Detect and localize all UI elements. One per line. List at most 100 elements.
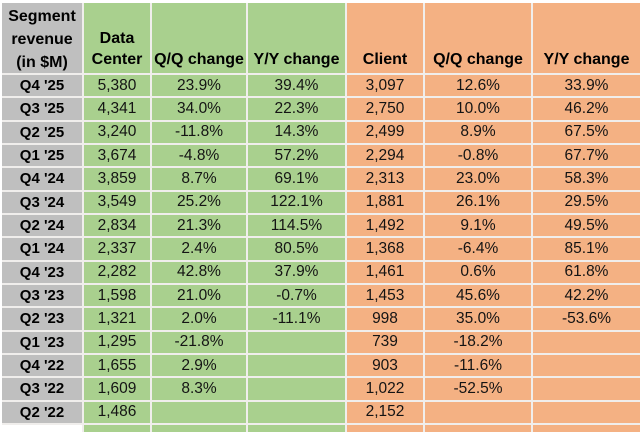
cell-client-qq-change[interactable]: 0.6% (425, 261, 533, 285)
cell-client-yy-change[interactable]: 58.3% (533, 168, 640, 192)
cell-data-center-revenue[interactable]: 1,609 (84, 378, 152, 402)
row-label-quarter[interactable]: Q2 '24 (2, 214, 84, 239)
cell-data-center-qq-change[interactable]: 2.4% (152, 238, 248, 262)
row-label-quarter[interactable]: Q4 '24 (2, 168, 84, 192)
cell-client-yy-change[interactable] (533, 354, 640, 379)
cell-data-center-revenue[interactable]: 3,859 (84, 168, 152, 192)
cell-client-qq-change[interactable] (425, 401, 533, 425)
cell-data-center-yy-change[interactable] (248, 401, 347, 425)
cell-data-center-qq-change[interactable]: 8.7% (152, 168, 248, 192)
cell-client-yy-change[interactable]: 67.5% (533, 121, 640, 145)
cell-data-center-qq-change[interactable]: -21.8% (152, 331, 248, 355)
cell-client-qq-change[interactable]: -0.8% (425, 144, 533, 169)
cell-data-center-qq-change[interactable]: 2.9% (152, 354, 248, 379)
cell-client-revenue[interactable]: 2,152 (347, 401, 425, 425)
cell-data-center-yy-change[interactable]: 39.4% (248, 75, 347, 99)
header-data-center-qq-change[interactable]: Q/Q change (152, 3, 248, 75)
cell-client-yy-change[interactable] (533, 331, 640, 355)
cell-data-center-revenue[interactable]: 1,295 (84, 331, 152, 355)
cell-client-yy-change[interactable]: 29.5% (533, 191, 640, 215)
cell-client-qq-change[interactable]: -52.5% (425, 378, 533, 402)
row-label-quarter[interactable]: Q1 '25 (2, 144, 84, 169)
cell-client-revenue[interactable]: 1,368 (347, 238, 425, 262)
cell-data-center-revenue[interactable]: 2,834 (84, 214, 152, 239)
cell-data-center-qq-change[interactable]: 21.0% (152, 284, 248, 309)
cell-data-center-yy-change[interactable]: 69.1% (248, 168, 347, 192)
cell-data-center-yy-change[interactable] (248, 378, 347, 402)
cell-client-qq-change[interactable]: 10.0% (425, 98, 533, 122)
header-data-center[interactable]: Data Center (84, 3, 152, 75)
cell-data-center-qq-change[interactable]: -4.8% (152, 144, 248, 169)
cell-client-yy-change[interactable]: 46.2% (533, 98, 640, 122)
cell-data-center-qq-change[interactable]: 2.0% (152, 308, 248, 332)
cell-client-revenue[interactable]: 1,881 (347, 191, 425, 215)
cell-client-revenue[interactable]: 1,492 (347, 214, 425, 239)
cell-client-yy-change[interactable]: 67.7% (533, 144, 640, 169)
cell-client-qq-change[interactable]: 12.6% (425, 75, 533, 99)
cell-client-qq-change[interactable]: 45.6% (425, 284, 533, 309)
row-label-quarter[interactable]: Q4 '23 (2, 261, 84, 285)
cell-client-revenue[interactable]: 2,313 (347, 168, 425, 192)
cell-data-center-revenue[interactable]: 2,337 (84, 238, 152, 262)
cell-data-center-yy-change[interactable] (248, 331, 347, 355)
cell-data-center-yy-change[interactable] (248, 354, 347, 379)
cell-client-revenue[interactable]: 1,022 (347, 378, 425, 402)
cell-data-center-qq-change[interactable]: 42.8% (152, 261, 248, 285)
corner-header-cell[interactable]: Segment revenue (in $M) (2, 3, 84, 75)
cell-data-center-revenue[interactable]: 1,321 (84, 308, 152, 332)
header-client-qq-change[interactable]: Q/Q change (425, 3, 533, 75)
cell-data-center-qq-change[interactable]: 8.3% (152, 378, 248, 402)
cell-data-center-qq-change[interactable] (152, 401, 248, 425)
row-label-quarter[interactable]: Q3 '25 (2, 98, 84, 122)
cell-data-center-qq-change[interactable]: 21.3% (152, 214, 248, 239)
cell-client-yy-change[interactable]: 49.5% (533, 214, 640, 239)
cell-data-center-yy-change[interactable]: 22.3% (248, 98, 347, 122)
header-client[interactable]: Client (347, 3, 425, 75)
row-label-quarter[interactable]: Q2 '23 (2, 308, 84, 332)
cell-data-center-yy-change[interactable]: 37.9% (248, 261, 347, 285)
cell-data-center-revenue[interactable]: 4,341 (84, 98, 152, 122)
cell-data-center-yy-change[interactable]: -11.1% (248, 308, 347, 332)
cell-client-revenue[interactable]: 739 (347, 331, 425, 355)
cell-client-qq-change[interactable]: 8.9% (425, 121, 533, 145)
cell-client-yy-change[interactable] (533, 378, 640, 402)
cell-data-center-revenue[interactable]: 1,598 (84, 284, 152, 309)
row-label-quarter[interactable]: Q3 '22 (2, 378, 84, 402)
cell-client-revenue[interactable]: 1,453 (347, 284, 425, 309)
cell-client-yy-change[interactable]: 42.2% (533, 284, 640, 309)
cell-client-qq-change[interactable]: 9.1% (425, 214, 533, 239)
cell-client-qq-change[interactable]: -6.4% (425, 238, 533, 262)
cell-data-center-qq-change[interactable]: 25.2% (152, 191, 248, 215)
row-label-quarter[interactable]: Q3 '23 (2, 284, 84, 309)
cell-client-yy-change[interactable] (533, 401, 640, 425)
row-label-quarter[interactable]: Q2 '25 (2, 121, 84, 145)
cell-client-qq-change[interactable]: 23.0% (425, 168, 533, 192)
cell-data-center-yy-change[interactable]: 122.1% (248, 191, 347, 215)
cell-data-center-qq-change[interactable]: -11.8% (152, 121, 248, 145)
row-label-quarter[interactable]: Q4 '25 (2, 75, 84, 99)
cell-client-revenue[interactable]: 2,750 (347, 98, 425, 122)
cell-data-center-yy-change[interactable]: -0.7% (248, 284, 347, 309)
cell-data-center-yy-change[interactable]: 80.5% (248, 238, 347, 262)
cell-data-center-yy-change[interactable]: 57.2% (248, 144, 347, 169)
cell-client-qq-change[interactable]: 35.0% (425, 308, 533, 332)
row-label-quarter[interactable]: Q2 '22 (2, 401, 84, 425)
cell-data-center-revenue[interactable]: 3,549 (84, 191, 152, 215)
row-label-quarter[interactable]: Q1 '23 (2, 331, 84, 355)
row-label-quarter[interactable]: Q1 '24 (2, 238, 84, 262)
cell-client-revenue[interactable]: 903 (347, 354, 425, 379)
cell-data-center-revenue[interactable]: 1,655 (84, 354, 152, 379)
cell-client-revenue[interactable]: 1,461 (347, 261, 425, 285)
cell-data-center-qq-change[interactable]: 23.9% (152, 75, 248, 99)
header-data-center-yy-change[interactable]: Y/Y change (248, 3, 347, 75)
cell-data-center-revenue[interactable]: 1,486 (84, 401, 152, 425)
cell-data-center-yy-change[interactable]: 114.5% (248, 214, 347, 239)
cell-client-qq-change[interactable]: 26.1% (425, 191, 533, 215)
cell-client-yy-change[interactable]: 85.1% (533, 238, 640, 262)
cell-client-yy-change[interactable]: -53.6% (533, 308, 640, 332)
cell-client-revenue[interactable]: 2,294 (347, 144, 425, 169)
cell-client-revenue[interactable]: 3,097 (347, 75, 425, 99)
cell-client-revenue[interactable]: 998 (347, 308, 425, 332)
header-client-yy-change[interactable]: Y/Y change (533, 3, 640, 75)
cell-data-center-revenue[interactable]: 3,240 (84, 121, 152, 145)
